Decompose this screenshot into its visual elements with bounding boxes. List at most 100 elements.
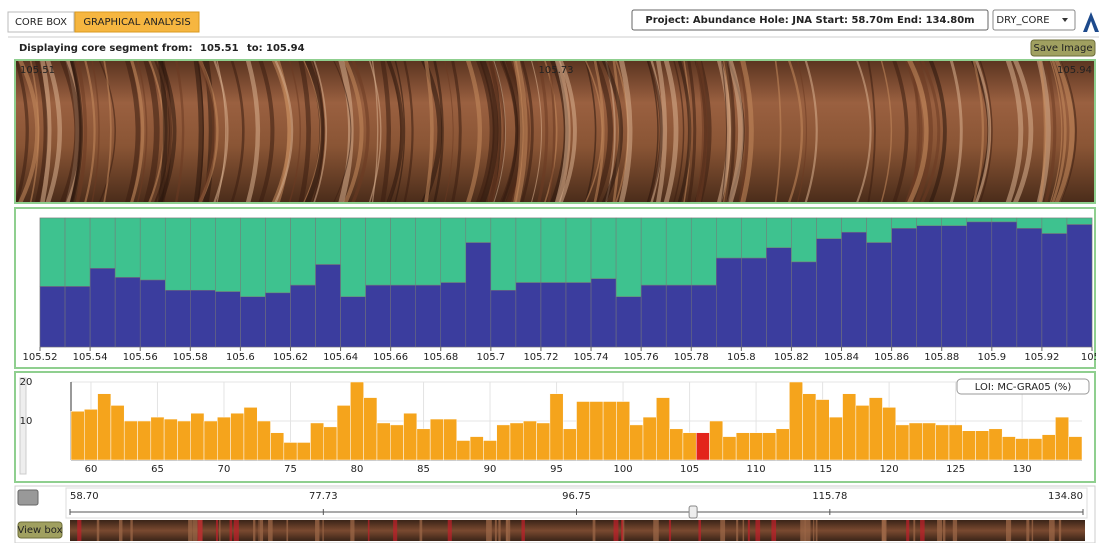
collapse-button[interactable]: [18, 490, 38, 505]
bar: [244, 407, 257, 460]
x-tick-label: 130: [1013, 464, 1032, 475]
bar-segment: [316, 264, 341, 347]
bar-segment: [441, 283, 466, 348]
bar: [723, 437, 736, 460]
slider-tick-label: 58.70: [70, 491, 99, 502]
x-tick-label: 105: [680, 464, 699, 475]
bar-segment: [40, 286, 65, 347]
dropdown-value[interactable]: DRY_CORE: [996, 15, 1049, 26]
bar-segment: [240, 297, 265, 347]
bar: [856, 405, 869, 460]
x-tick-label: 105.82: [774, 352, 809, 363]
strip-band: [621, 520, 623, 541]
bar: [949, 425, 962, 460]
strip-band: [593, 520, 596, 541]
bar-segment: [215, 292, 240, 347]
bar-segment: [316, 218, 341, 264]
strip-band: [720, 520, 725, 541]
bar-segment: [616, 297, 641, 347]
strip-band: [943, 520, 945, 541]
segment-label: Displaying core segment from:: [19, 43, 192, 54]
bar: [337, 405, 350, 460]
bar-segment: [892, 218, 917, 228]
save-button-label[interactable]: Save Image: [1033, 43, 1092, 54]
bar: [537, 423, 550, 460]
tab-label[interactable]: GRAPHICAL ANALYSIS: [83, 17, 190, 28]
logo: [1083, 12, 1099, 32]
x-tick-label: 105.62: [273, 352, 308, 363]
bar-segment: [867, 218, 892, 243]
bar: [151, 417, 164, 460]
strip-band: [193, 520, 198, 541]
bar: [909, 423, 922, 460]
bar-segment: [341, 297, 366, 347]
slider-tick-label: 115.78: [812, 491, 847, 502]
bar-segment: [165, 218, 190, 290]
strip-band: [506, 520, 508, 541]
bar: [736, 433, 749, 460]
bar-segment: [466, 243, 491, 347]
strip-band: [368, 520, 370, 541]
bar: [138, 421, 151, 460]
slider-tick-label: 77.73: [309, 491, 338, 502]
bar-segment: [290, 218, 315, 285]
bar-segment: [842, 218, 867, 232]
bar-segment: [115, 218, 140, 277]
segment-to: 105.94: [266, 43, 305, 54]
slider-tick-label: 134.80: [1048, 491, 1083, 502]
y-tick-label: 20: [20, 377, 33, 388]
bar: [882, 407, 895, 460]
bar-segment: [391, 218, 416, 285]
strip-band: [486, 520, 492, 541]
bar-segment: [917, 226, 942, 347]
core-strip: [70, 520, 1085, 541]
strip-band: [805, 520, 811, 541]
bar-segment: [616, 218, 641, 297]
x-tick-label: 105.78: [674, 352, 709, 363]
bar-segment: [190, 218, 215, 290]
view-button-label[interactable]: View box: [18, 525, 63, 536]
strip-band: [913, 520, 915, 541]
bar-segment: [791, 218, 816, 262]
bar-segment: [90, 268, 115, 347]
bar-segment: [641, 218, 666, 285]
bar-segment: [491, 290, 516, 347]
tab-label[interactable]: CORE BOX: [15, 17, 67, 28]
strip-band: [219, 520, 220, 541]
bar: [1042, 435, 1055, 460]
strip-band: [286, 520, 288, 541]
bar-segment: [766, 248, 791, 347]
strip-band: [953, 520, 957, 541]
strip-band: [771, 520, 776, 541]
strip-band: [882, 520, 887, 541]
bar: [231, 413, 244, 460]
strip-band: [521, 520, 524, 541]
bar-segment: [992, 222, 1017, 347]
x-tick-label: 105.66: [373, 352, 408, 363]
slider-handle[interactable]: [689, 506, 697, 518]
slider-tick-label: 96.75: [562, 491, 591, 502]
strip-band: [268, 520, 273, 541]
bar-segment: [541, 218, 566, 283]
bar-segment: [892, 228, 917, 347]
bar-segment: [165, 290, 190, 347]
bar-segment: [65, 218, 90, 286]
bar: [1015, 439, 1028, 460]
bar-segment: [441, 218, 466, 283]
strip-band: [669, 520, 671, 541]
bar: [1029, 439, 1042, 460]
bar: [670, 429, 683, 460]
bar-segment: [716, 258, 741, 347]
bar-segment: [391, 285, 416, 347]
strip-band: [393, 520, 397, 541]
bar: [603, 402, 616, 461]
strip-band: [614, 520, 619, 541]
core-start-label: 105.51: [20, 65, 55, 76]
bar: [164, 419, 177, 460]
bar: [324, 427, 337, 460]
bar-segment: [992, 218, 1017, 222]
bar: [630, 425, 643, 460]
x-tick-label: 105.58: [173, 352, 208, 363]
bar-segment: [240, 218, 265, 297]
bar-segment: [140, 218, 165, 280]
